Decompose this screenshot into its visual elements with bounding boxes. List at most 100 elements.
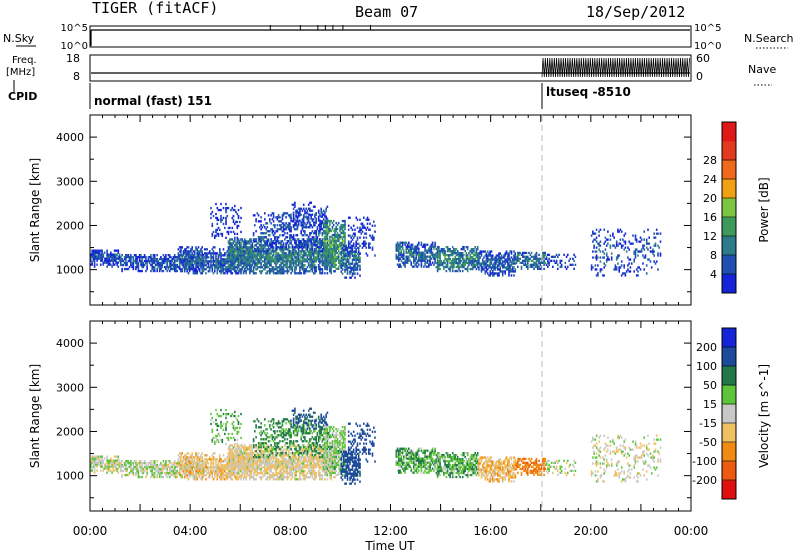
power-cell: [342, 229, 345, 233]
power-cell: [310, 258, 312, 261]
power-cell: [332, 237, 335, 241]
power-cell: [192, 270, 195, 273]
velocity-cell: [108, 465, 111, 468]
power-cell: [212, 256, 215, 259]
power-cell: [334, 252, 336, 255]
power-cell: [224, 264, 226, 267]
power-cell: [395, 253, 398, 256]
power-cell: [250, 248, 252, 251]
power-cell: [506, 252, 509, 255]
power-cell: [341, 272, 344, 275]
power-cell: [495, 258, 498, 261]
power-cell: [512, 262, 514, 265]
power-cell: [151, 257, 153, 261]
velocity-cell: [117, 455, 120, 458]
power-cell: [324, 247, 326, 251]
power-cell: [524, 263, 527, 266]
velocity-cell: [98, 461, 101, 464]
power-cell: [282, 266, 285, 269]
power-cell: [282, 254, 285, 257]
power-cell: [325, 263, 327, 266]
power-cell: [252, 270, 255, 273]
power-cell: [299, 244, 301, 247]
power-cell: [217, 266, 220, 269]
power-cell: [165, 256, 167, 259]
power-cell: [132, 259, 135, 263]
power-cell: [307, 218, 310, 221]
velocity-cell: [91, 455, 93, 458]
power-cell: [257, 262, 260, 265]
power-cell: [593, 238, 595, 241]
power-cell: [285, 244, 287, 247]
power-cell: [535, 261, 538, 264]
power-cell: [282, 242, 285, 245]
power-cell: [282, 256, 285, 259]
power-cell: [289, 250, 291, 253]
power-cell: [461, 246, 464, 249]
power-cell: [609, 244, 612, 247]
power-cell: [354, 232, 356, 235]
power-cell: [554, 261, 557, 264]
power-cell: [538, 265, 540, 268]
power-cell: [352, 250, 355, 253]
power-cell: [495, 266, 498, 269]
power-cell: [227, 206, 230, 210]
power-cell: [212, 246, 215, 249]
power-cell: [168, 259, 171, 263]
power-cell: [365, 228, 368, 231]
power-cell: [320, 272, 322, 275]
power-cell: [299, 250, 301, 253]
power-cell: [296, 244, 299, 247]
power-cell: [331, 221, 334, 225]
power-cell: [315, 230, 317, 233]
power-cell: [438, 259, 440, 263]
power-cell: [236, 250, 239, 253]
power-cell: [356, 246, 359, 249]
power-cell: [316, 238, 319, 241]
power-cell: [261, 236, 264, 239]
power-cell: [490, 250, 493, 253]
power-cell: [267, 256, 270, 259]
power-cell: [342, 254, 345, 257]
power-cell: [215, 258, 217, 261]
velocity-cell: [115, 465, 117, 468]
power-cell: [127, 267, 130, 271]
power-cell: [277, 242, 280, 245]
power-cell: [410, 255, 413, 258]
power-cell: [489, 254, 491, 257]
power-cell: [310, 238, 312, 241]
power-cell: [326, 229, 329, 233]
power-cell: [217, 256, 220, 259]
power-cell: [523, 255, 525, 258]
power-cell: [140, 254, 142, 257]
power-cell: [459, 269, 461, 273]
power-cell: [320, 228, 322, 231]
power-cell: [483, 264, 485, 267]
power-cell: [215, 252, 217, 255]
velocity-cell: [166, 463, 168, 467]
power-cell: [107, 253, 110, 256]
power-cell: [276, 224, 279, 227]
velocity-cell: [123, 467, 126, 471]
power-cell: [416, 251, 419, 254]
power-cell: [426, 249, 429, 252]
power-cell: [269, 254, 271, 257]
power-cell: [239, 260, 241, 263]
power-cell: [192, 268, 195, 271]
power-cell: [224, 254, 226, 257]
power-cell: [460, 256, 463, 259]
power-cell: [305, 211, 307, 214]
power-cell: [146, 267, 148, 271]
power-cell: [229, 252, 231, 255]
power-cell: [399, 247, 401, 250]
power-cell: [359, 268, 361, 271]
power-cell: [481, 260, 484, 263]
power-cell: [300, 266, 302, 269]
power-cell: [365, 236, 368, 239]
power-cell: [279, 272, 281, 275]
velocity-cell: [173, 471, 176, 475]
power-cell: [344, 223, 346, 227]
power-cell: [306, 256, 309, 259]
velocity-cell: [143, 462, 146, 465]
power-cell: [304, 252, 306, 255]
